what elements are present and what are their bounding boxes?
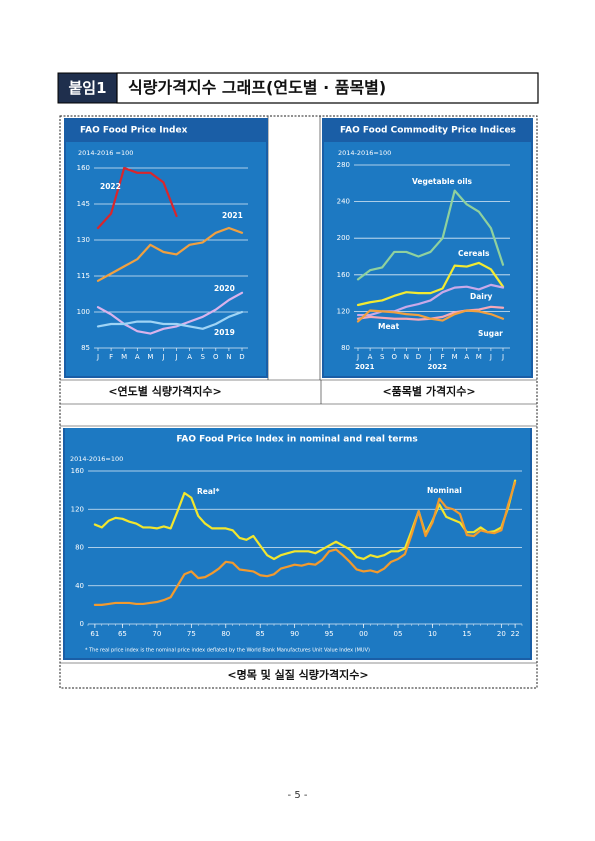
series-label: Nominal (427, 486, 462, 495)
x-tick-label: J (356, 353, 359, 361)
x-tick-label: O (213, 353, 219, 361)
series-line (93, 479, 517, 561)
x-tick-label: J (501, 353, 504, 361)
x-tick-label: M (476, 353, 482, 361)
x-tick-label: O (391, 353, 397, 361)
chart-panel (65, 428, 530, 658)
year-label: 2022 (428, 363, 448, 371)
chart-subtitle: 2014-2016=100 (70, 455, 123, 463)
chart-title: FAO Food Price Index in nominal and real… (176, 435, 417, 445)
chart-panel (66, 142, 266, 376)
x-tick-label: M (452, 353, 458, 361)
x-tick-label: J (428, 353, 431, 361)
chart-panel (324, 142, 531, 376)
header-label-box (57, 72, 118, 104)
y-tick-label: 85 (81, 344, 90, 352)
x-tick-label: 95 (325, 630, 334, 638)
y-tick-label: 80 (75, 544, 84, 552)
x-tick-label: 85 (256, 630, 265, 638)
x-tick-label: 20 (497, 630, 506, 638)
series-label: 2020 (214, 284, 235, 293)
header-label: 붙임1 (68, 79, 106, 97)
series-line (96, 166, 178, 230)
x-tick-label: 22 (511, 630, 520, 638)
x-tick-label: N (226, 353, 231, 361)
year-label: 2021 (355, 363, 375, 371)
y-tick-label: 160 (71, 467, 84, 475)
y-tick-label: 145 (77, 200, 90, 208)
x-tick-label: D (416, 353, 421, 361)
x-tick-label: 90 (290, 630, 299, 638)
x-tick-label: F (441, 353, 445, 361)
series-label: 2021 (222, 211, 243, 220)
x-tick-label: D (239, 353, 244, 361)
x-tick-label: 75 (187, 630, 196, 638)
caption: <명목 및 실질 식량가격지수> (227, 668, 368, 682)
x-tick-label: A (464, 353, 469, 361)
caption: <품목별 가격지수> (382, 384, 475, 398)
chart-title: FAO Food Price Index (80, 126, 188, 136)
x-tick-label: 70 (152, 630, 161, 638)
chart-subtitle: 2014-2016 =100 (78, 149, 133, 157)
x-tick-label: 61 (90, 630, 99, 638)
y-tick-label: 160 (337, 271, 350, 279)
series-line (96, 310, 244, 330)
series-line (93, 481, 517, 606)
series-label: Dairy (470, 292, 493, 301)
series-line (356, 261, 505, 307)
y-tick-label: 40 (75, 582, 84, 590)
y-tick-label: 100 (77, 308, 90, 316)
y-tick-label: 130 (77, 236, 90, 244)
x-tick-label: 80 (221, 630, 230, 638)
x-tick-label: 05 (394, 630, 403, 638)
series-label: Vegetable oils (412, 177, 473, 186)
series-label: Meat (378, 322, 400, 331)
y-tick-label: 120 (71, 505, 84, 513)
series-label: Cereals (458, 249, 490, 258)
caption: <연도별 식량가격지수> (108, 384, 221, 398)
x-tick-label: A (187, 353, 192, 361)
x-tick-label: A (368, 353, 373, 361)
header-title: 식량가격지수 그래프(연도별 · 품목별) (128, 78, 386, 97)
series-line (356, 189, 505, 281)
chart-title: FAO Food Commodity Price Indices (340, 126, 516, 136)
x-tick-label: 15 (462, 630, 471, 638)
series-label: Sugar (478, 329, 503, 338)
y-tick-label: 280 (337, 161, 350, 169)
y-tick-label: 240 (337, 198, 350, 206)
series-line (356, 309, 505, 323)
x-tick-label: A (135, 353, 140, 361)
x-tick-label: 10 (428, 630, 437, 638)
y-tick-label: 120 (337, 307, 350, 315)
x-tick-label: 00 (359, 630, 368, 638)
y-tick-label: 0 (80, 620, 84, 628)
x-tick-label: J (175, 353, 178, 361)
x-tick-label: N (404, 353, 409, 361)
y-tick-label: 80 (341, 344, 350, 352)
x-tick-label: 65 (118, 630, 127, 638)
page-number: - 5 - (288, 790, 308, 801)
series-line (96, 226, 244, 282)
series-label: Real* (197, 487, 219, 496)
x-tick-label: M (121, 353, 127, 361)
x-tick-label: J (96, 353, 99, 361)
series-line (96, 291, 244, 335)
x-tick-label: F (109, 353, 113, 361)
series-label: 2019 (214, 328, 235, 337)
x-tick-label: S (201, 353, 206, 361)
chart-note: * The real price index is the nominal pr… (85, 648, 370, 654)
x-tick-label: M (147, 353, 153, 361)
y-tick-label: 200 (337, 234, 350, 242)
chart-subtitle: 2014-2016=100 (338, 149, 391, 157)
y-tick-label: 160 (77, 164, 90, 172)
y-tick-label: 115 (77, 272, 90, 280)
header-title-box (116, 72, 539, 104)
x-tick-label: J (489, 353, 492, 361)
series-label: 2022 (100, 182, 121, 191)
figure-frame (59, 115, 538, 689)
x-tick-label: J (161, 353, 164, 361)
x-tick-label: S (380, 353, 385, 361)
